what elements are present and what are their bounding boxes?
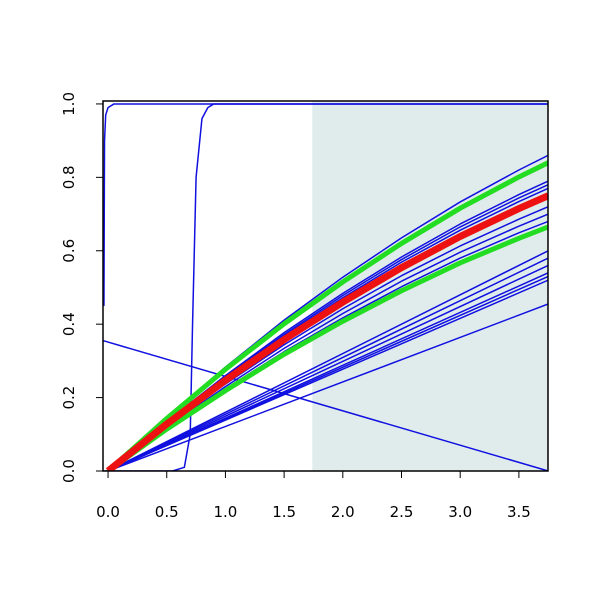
x-tick-label: 0.5 [155, 503, 179, 521]
x-tick-label: 3.5 [507, 503, 531, 521]
y-tick-label: 0.4 [60, 312, 78, 336]
x-tick-label: 3.0 [448, 503, 472, 521]
x-tick-label: 0.0 [96, 503, 120, 521]
series-line [107, 279, 548, 471]
x-tick-label: 1.5 [272, 503, 296, 521]
series-line [103, 339, 548, 471]
series-line [106, 224, 548, 471]
x-tick-label: 2.5 [390, 503, 414, 521]
series-line [103, 103, 548, 471]
x-tick-label: 1.0 [214, 503, 238, 521]
y-tick-label: 0.6 [60, 239, 78, 263]
series-line [107, 250, 548, 471]
y-tick-label: 0.8 [60, 165, 78, 189]
series-line [106, 160, 548, 471]
plot-box [102, 100, 549, 472]
series-line [105, 192, 548, 471]
series-line [103, 103, 548, 306]
plot-area [103, 101, 548, 471]
x-tick-label: 2.0 [331, 503, 355, 521]
y-tick-label: 0.2 [60, 386, 78, 410]
y-tick-label: 0.0 [60, 459, 78, 483]
series-line [107, 264, 548, 471]
y-tick-label: 1.0 [60, 92, 78, 116]
series-line [107, 257, 548, 471]
shaded-region [312, 101, 548, 471]
series-line [107, 303, 548, 471]
